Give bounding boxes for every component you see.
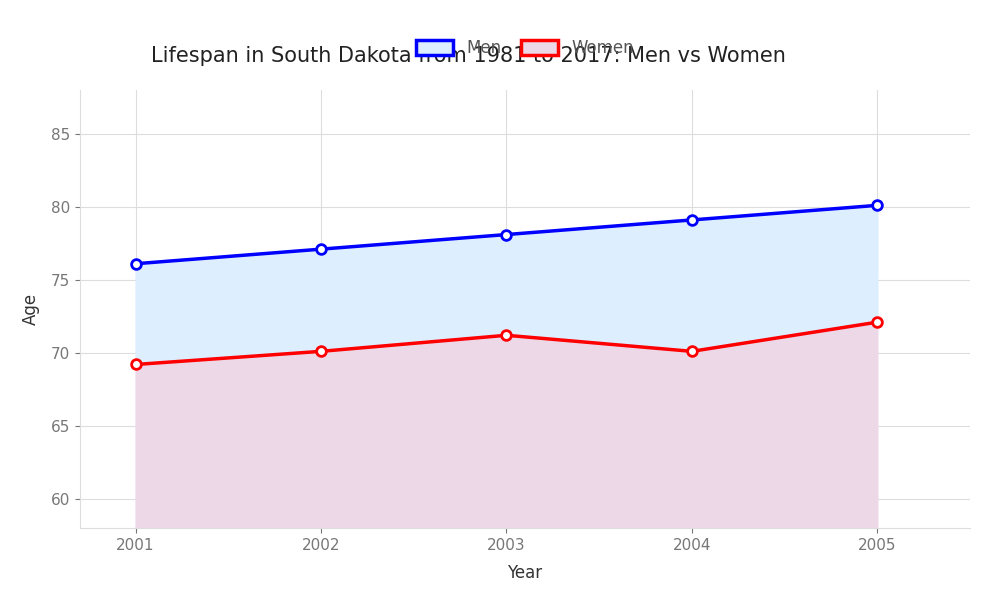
Text: Lifespan in South Dakota from 1981 to 2017: Men vs Women: Lifespan in South Dakota from 1981 to 20… xyxy=(151,46,786,66)
Legend: Men, Women: Men, Women xyxy=(409,32,641,64)
Y-axis label: Age: Age xyxy=(22,293,40,325)
X-axis label: Year: Year xyxy=(507,564,543,582)
